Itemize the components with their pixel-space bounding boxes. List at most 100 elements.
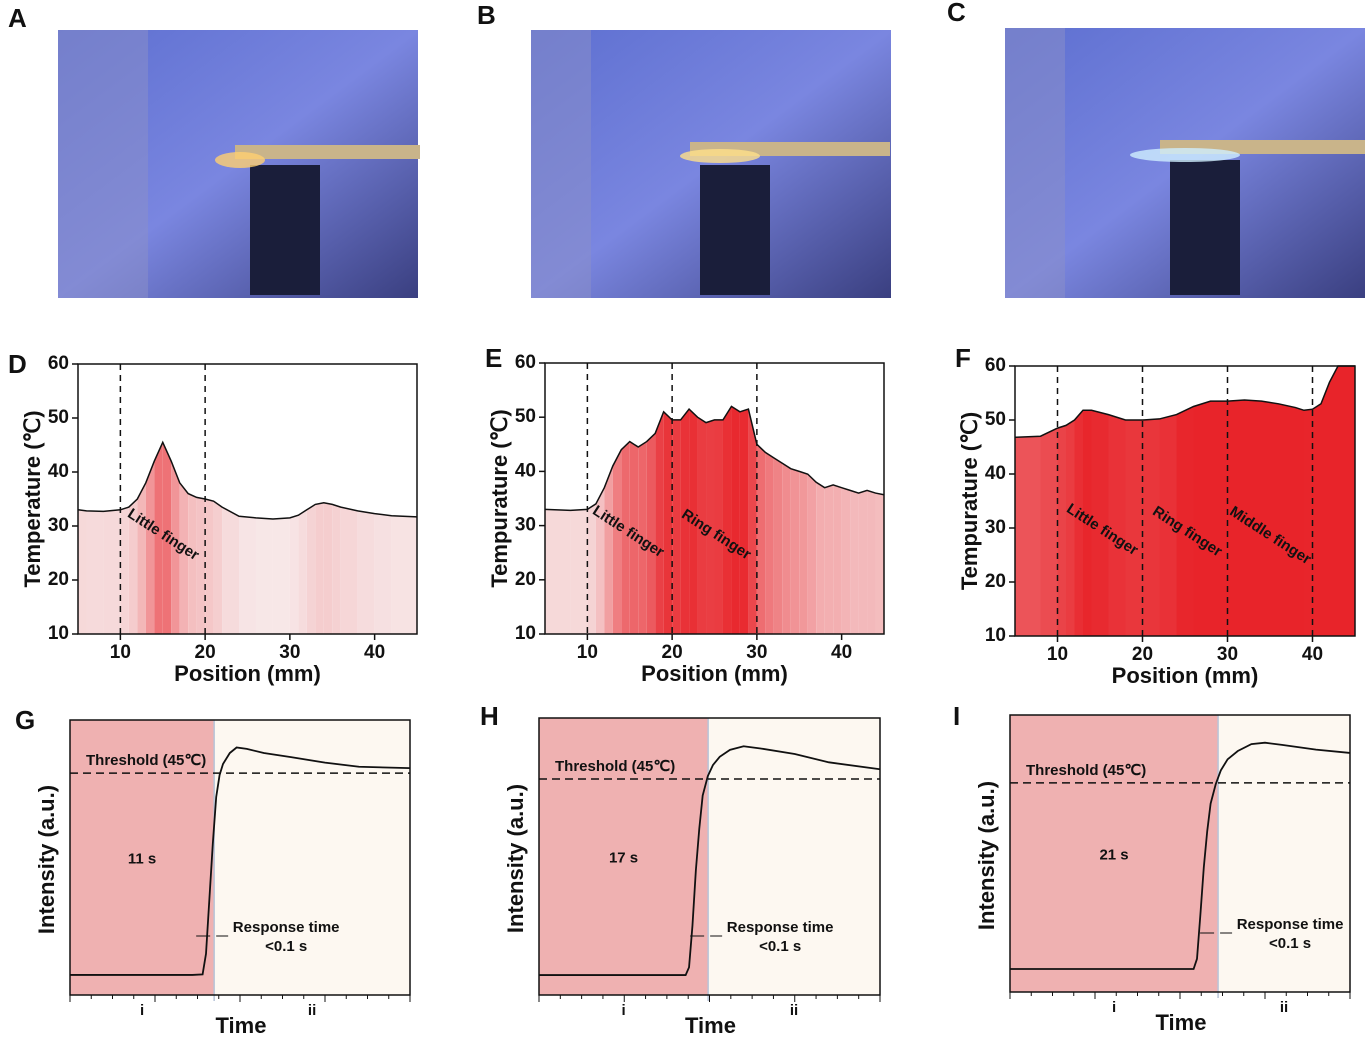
heat-band [570, 509, 588, 634]
x-tick-label: 30 [746, 642, 767, 663]
heat-band [1091, 410, 1109, 636]
heat-band [587, 503, 596, 634]
y-axis-title: Intensity (a.u.) [974, 781, 999, 930]
x-tick-label: 20 [1132, 644, 1153, 665]
heat-band [1321, 382, 1330, 636]
heat-band [196, 497, 206, 634]
arm [235, 145, 420, 159]
x-tick-label: 10 [110, 642, 131, 663]
stage-i [70, 720, 215, 995]
heat-band [1312, 403, 1321, 636]
heat-band [1057, 425, 1066, 636]
heat-band [1278, 403, 1296, 636]
heat-band [145, 461, 155, 634]
plot-frame [544, 362, 885, 635]
flame [215, 152, 265, 168]
heat-band [1329, 366, 1338, 636]
heat-band [137, 482, 146, 634]
heat-band [629, 441, 639, 634]
curtain [1005, 28, 1065, 298]
heat-band [1193, 401, 1211, 636]
curtain [531, 30, 591, 298]
y-tick-label: 20 [48, 569, 69, 590]
y-tick-label: 60 [48, 353, 69, 374]
heat-band [332, 504, 341, 634]
heat-band [1083, 410, 1092, 636]
response-label: Response time [727, 919, 834, 936]
heat-band [1066, 420, 1075, 636]
x-tick-label: 20 [195, 642, 216, 663]
x-axis-title: Position (mm) [1112, 663, 1259, 688]
heat-band [1346, 366, 1355, 636]
heat-band [323, 502, 333, 634]
flame [680, 149, 760, 163]
x-tick-label: 40 [364, 642, 385, 663]
y-tick-label: 60 [515, 352, 536, 373]
heat-band [1108, 414, 1126, 636]
heat-band [612, 449, 622, 634]
x-axis-title: Position (mm) [174, 661, 321, 686]
x-tick-label: 10 [577, 642, 598, 663]
heat-band [621, 441, 630, 634]
heat-band [756, 444, 766, 634]
heat-band [604, 465, 613, 634]
heat-band [162, 442, 172, 634]
hand [1170, 160, 1240, 295]
y-axis-title: Temperature (℃) [20, 410, 45, 587]
heat-band [850, 490, 859, 634]
heat-band [1338, 366, 1347, 636]
stage-ii [1218, 715, 1350, 992]
heat-band [1040, 428, 1058, 636]
response-label: <0.1 s [1269, 935, 1311, 952]
stage-ii [214, 720, 410, 995]
heat-band [841, 487, 851, 634]
y-axis-title: Intensity (a.u.) [503, 784, 528, 933]
duration-label: 11 s [128, 850, 156, 867]
threshold-label: Threshold (45℃) [1026, 762, 1146, 779]
panel-label: H [480, 701, 499, 731]
temperature-line [1014, 365, 1355, 439]
x-tick-label: 10 [1047, 644, 1068, 665]
y-tick-label: 20 [985, 571, 1006, 592]
heat-band [697, 417, 707, 634]
heat-band [833, 484, 842, 634]
heat-band [1074, 410, 1083, 636]
heat-band [213, 501, 223, 634]
y-tick-label: 30 [515, 515, 536, 536]
heat-band [1261, 401, 1279, 636]
heat-band [773, 457, 783, 634]
stage-label: ii [308, 1002, 316, 1019]
heat-band [689, 409, 698, 634]
panel-label: F [955, 343, 971, 373]
duration-label: 21 s [1099, 846, 1128, 863]
heat-band [1142, 418, 1160, 636]
stage-label: ii [1280, 999, 1288, 1016]
x-tick-label: 40 [1302, 644, 1323, 665]
heat-band [272, 517, 290, 634]
heat-band [357, 510, 375, 634]
stage-i [539, 718, 709, 995]
heat-band [120, 507, 129, 634]
heat-band [672, 419, 681, 634]
panel-label: I [953, 701, 960, 731]
photos [58, 28, 1365, 298]
stage-i [1010, 715, 1219, 992]
heat-band [655, 411, 664, 634]
y-tick-label: 20 [515, 569, 536, 590]
y-tick-label: 10 [48, 623, 69, 644]
heat-band [875, 493, 884, 634]
x-axis-title: Time [685, 1013, 736, 1036]
heat-band [78, 509, 87, 634]
heat-band [816, 482, 825, 634]
heat-band [1304, 409, 1313, 636]
temperature-line [77, 440, 418, 520]
y-tick-label: 60 [985, 355, 1006, 376]
heat-band [1210, 401, 1228, 636]
hand [700, 165, 770, 295]
plot-frame [77, 363, 418, 635]
panel-label: G [15, 705, 35, 735]
plot-frame [1014, 365, 1356, 637]
y-axis-title: Tempurature (℃) [957, 412, 982, 590]
y-tick-label: 50 [985, 409, 1006, 430]
y-axis-title: Intensity (a.u.) [34, 785, 59, 934]
